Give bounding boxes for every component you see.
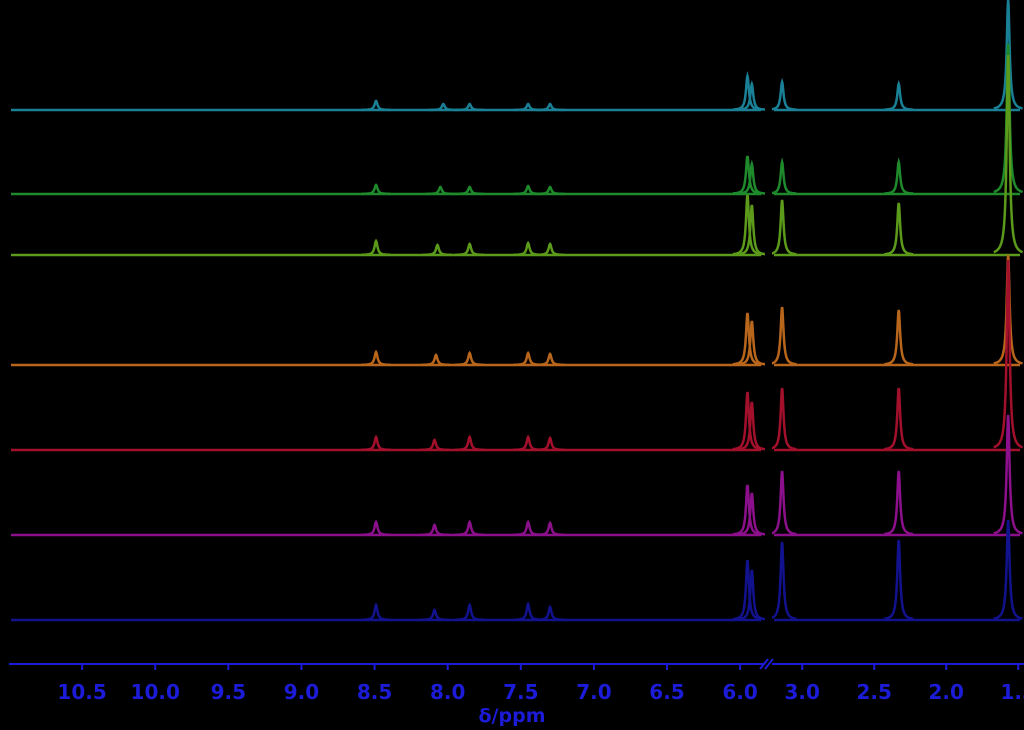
peak	[454, 350, 485, 367]
peak	[513, 601, 543, 622]
peak	[455, 185, 485, 196]
peak	[513, 240, 543, 257]
peak	[772, 157, 797, 195]
peak	[422, 243, 453, 257]
peak	[737, 80, 765, 111]
peak	[361, 183, 391, 196]
peak	[455, 102, 485, 112]
peak	[535, 604, 565, 622]
x-tick-label: 10.5	[57, 680, 106, 704]
spectrum	[11, 414, 1023, 537]
peak	[454, 602, 485, 622]
peak	[535, 102, 565, 112]
peak	[993, 254, 1023, 365]
peak	[361, 519, 391, 537]
peak	[425, 185, 455, 196]
x-tick-label: 8.0	[430, 680, 465, 704]
peak	[993, 54, 1024, 254]
spectrum	[11, 254, 1023, 367]
peak	[884, 470, 914, 536]
peak	[513, 519, 543, 537]
peak	[772, 306, 797, 366]
spectrum	[11, 43, 1023, 196]
spectrum	[11, 259, 1024, 452]
x-tick-label: 1.5	[1001, 680, 1024, 704]
peak	[772, 387, 797, 451]
peak	[737, 204, 765, 256]
peak	[361, 99, 391, 112]
x-tick-label: 7.5	[503, 680, 538, 704]
peak	[535, 185, 565, 196]
peak	[737, 569, 765, 621]
x-tick-label: 3.0	[785, 680, 820, 704]
peak	[361, 349, 391, 367]
peak	[772, 199, 797, 256]
peak	[421, 353, 451, 367]
x-tick-label: 7.0	[576, 680, 611, 704]
peak	[535, 435, 565, 452]
axis-break	[759, 658, 774, 670]
x-axis-title: δ/ppm	[479, 705, 546, 727]
x-tick-label: 2.0	[929, 680, 964, 704]
x-tick-label: 9.0	[284, 680, 319, 704]
peak	[455, 241, 485, 257]
peak	[428, 102, 458, 112]
peak	[884, 387, 914, 451]
peak	[737, 159, 765, 195]
peak	[772, 470, 797, 536]
peak	[993, 519, 1023, 620]
spectrum	[11, 519, 1023, 622]
x-tick-label: 9.5	[211, 680, 246, 704]
peak	[884, 202, 914, 256]
peak	[513, 350, 543, 367]
peak	[454, 434, 485, 452]
peak	[772, 77, 797, 111]
x-tick-label: 6.5	[649, 680, 684, 704]
peak	[993, 43, 1023, 194]
peak	[884, 157, 914, 195]
spectrum	[11, 54, 1024, 257]
peak	[737, 401, 765, 451]
peak	[884, 80, 914, 111]
x-tick-label: 8.5	[357, 680, 392, 704]
x-tick-label: 6.0	[722, 680, 757, 704]
peak	[361, 238, 391, 257]
x-tick-label: 2.5	[857, 680, 892, 704]
peak	[419, 438, 450, 452]
peak	[884, 539, 914, 621]
peak	[737, 492, 765, 536]
peak	[513, 434, 543, 452]
x-tick-label: 10.0	[131, 680, 180, 704]
peak	[993, 414, 1023, 535]
spectrum	[11, 0, 1023, 112]
peak	[737, 320, 765, 366]
peak	[419, 523, 450, 537]
peak	[419, 608, 450, 622]
peak	[361, 602, 391, 622]
peak	[454, 519, 485, 537]
peak	[535, 520, 565, 537]
peak	[535, 351, 565, 367]
peak	[361, 434, 391, 452]
peak	[884, 309, 914, 366]
peak	[535, 241, 565, 257]
peak	[993, 259, 1024, 449]
peak	[772, 541, 797, 621]
peak	[993, 0, 1023, 110]
